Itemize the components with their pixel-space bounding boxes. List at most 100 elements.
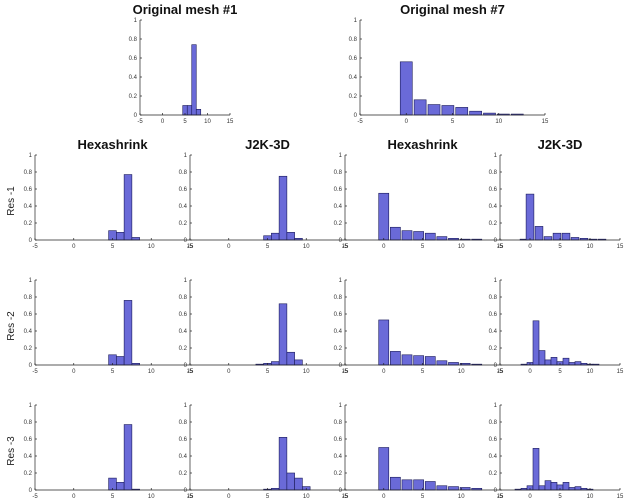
bar	[390, 351, 401, 366]
x-tick-label: 0	[72, 244, 76, 250]
y-tick-label: 1	[494, 403, 498, 409]
y-tick-label: 0.4	[24, 329, 33, 335]
x-tick-label: 15	[617, 494, 624, 500]
y-tick-label: 0.2	[349, 94, 358, 100]
x-tick-label: -5	[342, 494, 348, 500]
x-tick-label: 10	[458, 369, 465, 375]
y-tick-label: 0.8	[129, 37, 138, 43]
bar	[186, 105, 193, 116]
x-tick-label: 0	[528, 494, 532, 500]
bar	[191, 44, 197, 116]
bar	[544, 359, 552, 366]
chart-panel-r2hexB: 00.20.40.60.81-5 0 5 10 15	[334, 278, 504, 375]
bar	[390, 476, 401, 491]
x-tick-label: -5	[342, 369, 348, 375]
chart-title: Hexashrink	[387, 137, 458, 152]
y-tick-label: 1	[354, 18, 358, 24]
y-tick-label: 0.8	[179, 295, 188, 301]
chart-panel-r3j2kA: 00.20.40.60.81-5 0 5 10 15	[179, 403, 349, 500]
x-tick-label: 15	[497, 244, 504, 250]
y-tick-label: 0.2	[179, 221, 188, 227]
x-tick-label: 5	[266, 244, 270, 250]
bar	[271, 232, 280, 241]
bar	[378, 447, 390, 491]
x-tick-label: 10	[204, 119, 211, 125]
bar	[469, 110, 482, 116]
x-tick-label: 5	[266, 369, 270, 375]
histogram-panels: Original mesh #100.20.40.60.81-5 0 5 10 15Or…	[24, 2, 624, 500]
y-tick-label: 0.2	[334, 346, 343, 352]
bar	[544, 480, 552, 491]
bar	[562, 482, 570, 491]
y-tick-label: 0	[184, 238, 188, 244]
y-tick-label: 0.6	[334, 187, 343, 193]
bar	[278, 436, 288, 491]
x-tick-label: 0	[161, 119, 165, 125]
y-tick-label: 0.6	[334, 437, 343, 443]
y-tick-label: 0.2	[489, 221, 498, 227]
x-tick-label: -5	[32, 369, 38, 375]
x-tick-label: 5	[558, 369, 562, 375]
y-tick-label: 1	[184, 153, 188, 159]
chart-panel-r2j2kB: 00.20.40.60.81-5 0 5 10 15	[489, 278, 624, 375]
y-tick-label: 0.6	[24, 312, 33, 318]
x-tick-label: -5	[357, 119, 363, 125]
x-tick-label: 15	[617, 369, 624, 375]
y-tick-label: 0.4	[489, 204, 498, 210]
x-tick-label: 15	[342, 244, 349, 250]
y-tick-label: 0.4	[489, 329, 498, 335]
x-tick-label: 10	[148, 369, 155, 375]
x-tick-label: 0	[528, 369, 532, 375]
x-tick-label: 15	[187, 494, 194, 500]
bar	[538, 350, 546, 366]
x-tick-label: 5	[183, 119, 187, 125]
y-tick-label: 1	[339, 153, 343, 159]
y-tick-label: 0.4	[24, 454, 33, 460]
x-tick-label: 10	[148, 244, 155, 250]
x-tick-label: 15	[342, 494, 349, 500]
y-tick-label: 0	[494, 238, 498, 244]
y-tick-label: 0.8	[24, 420, 33, 426]
x-tick-label: 0	[227, 494, 231, 500]
x-tick-label: 5	[451, 119, 455, 125]
y-tick-label: 0.4	[334, 454, 343, 460]
y-tick-label: 0	[184, 363, 188, 369]
y-tick-label: 1	[494, 278, 498, 284]
x-tick-label: 10	[587, 494, 594, 500]
bar	[123, 300, 133, 366]
x-tick-label: 0	[227, 244, 231, 250]
x-tick-label: 10	[495, 119, 502, 125]
y-tick-label: 0.8	[489, 295, 498, 301]
x-tick-label: 0	[72, 494, 76, 500]
bar	[532, 320, 540, 366]
y-tick-label: 0.6	[179, 437, 188, 443]
x-tick-label: -5	[32, 244, 38, 250]
chart-panel-r3j2kB: 00.20.40.60.81-5 0 5 10 15	[489, 403, 624, 500]
bar	[401, 479, 413, 491]
y-tick-label: 0.8	[334, 295, 343, 301]
x-tick-label: 15	[497, 369, 504, 375]
bar	[123, 174, 133, 241]
y-tick-label: 0.8	[179, 420, 188, 426]
bar	[550, 357, 558, 366]
bar	[436, 485, 448, 491]
bar	[401, 230, 413, 241]
x-tick-label: 0	[382, 244, 386, 250]
bar	[562, 357, 570, 366]
y-tick-label: 0.2	[179, 471, 188, 477]
bar	[413, 99, 427, 116]
x-tick-label: 10	[458, 494, 465, 500]
y-tick-label: 0.2	[334, 221, 343, 227]
bar	[532, 448, 540, 491]
bar	[424, 356, 436, 366]
bar	[116, 232, 125, 241]
bar	[448, 362, 459, 366]
y-tick-label: 0.8	[334, 420, 343, 426]
chart-panel-orig7: Original mesh #700.20.40.60.81-5 0 5 10 15	[349, 2, 549, 125]
x-tick-label: 10	[303, 244, 310, 250]
row-label-res-2: Res -2	[6, 311, 17, 341]
chart-title: J2K-3D	[245, 137, 290, 152]
bar	[294, 359, 303, 366]
